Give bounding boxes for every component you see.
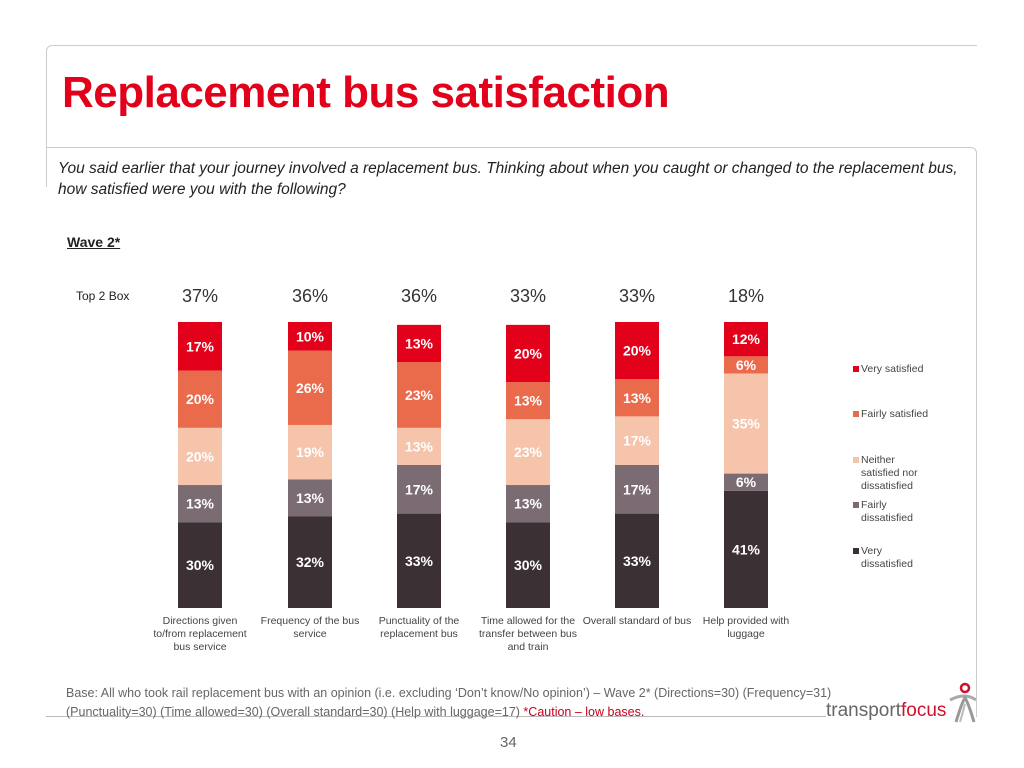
title-frame bbox=[46, 45, 977, 148]
frame-line bbox=[46, 147, 47, 187]
question-text: You said earlier that your journey invol… bbox=[58, 160, 958, 198]
top2box-value: 33% bbox=[509, 286, 547, 306]
legend-label: Neither satisfied nor dissatisfied bbox=[861, 454, 918, 492]
legend-item: Very satisfied bbox=[853, 363, 933, 376]
wave-label: Wave 2* bbox=[67, 234, 121, 250]
page-title: Replacement bus satisfaction bbox=[62, 68, 670, 117]
content-frame bbox=[46, 147, 977, 717]
category-label: Time allowed for the transfer between bu… bbox=[478, 615, 578, 653]
category-label: Frequency of the bus service bbox=[260, 615, 360, 640]
top2box-value: 18% bbox=[727, 286, 765, 306]
legend-item: Fairly satisfied bbox=[853, 408, 933, 421]
base-text: Base: All who took rail replacement bus … bbox=[66, 686, 832, 719]
legend-label: Fairly satisfied bbox=[861, 408, 929, 420]
legend-swatch bbox=[853, 411, 859, 417]
legend-label: Very dissatisfied bbox=[861, 545, 913, 570]
top2box-value: 36% bbox=[291, 286, 329, 306]
legend-item: Neither satisfied nor dissatisfied bbox=[853, 454, 933, 493]
legend-label: Fairly dissatisfied bbox=[861, 499, 913, 524]
logo-figure-icon bbox=[949, 682, 976, 723]
top2box-value: 36% bbox=[400, 286, 438, 306]
legend-swatch bbox=[853, 457, 859, 463]
legend-item: Fairly dissatisfied bbox=[853, 499, 933, 525]
top2box-value: 37% bbox=[181, 286, 219, 306]
category-label: Directions given to/from replacement bus… bbox=[153, 615, 247, 653]
category-label: Help provided with luggage bbox=[702, 615, 790, 640]
legend-swatch bbox=[853, 548, 859, 554]
legend-swatch bbox=[853, 366, 859, 372]
page-number: 34 bbox=[500, 734, 517, 751]
transportfocus-logo: transportfocus bbox=[826, 678, 976, 724]
base-note: Base: All who took rail replacement bus … bbox=[66, 684, 846, 722]
legend-swatch bbox=[853, 502, 859, 508]
category-label: Punctuality of the replacement bus bbox=[378, 615, 460, 640]
caution-text: *Caution – low bases. bbox=[523, 705, 645, 719]
category-label: Overall standard of bus bbox=[582, 615, 692, 627]
top2box-value: 33% bbox=[618, 286, 656, 306]
footer-divider bbox=[46, 716, 826, 717]
legend-item: Very dissatisfied bbox=[853, 545, 933, 571]
legend-label: Very satisfied bbox=[861, 363, 924, 375]
top2box-label: Top 2 Box bbox=[76, 289, 130, 303]
